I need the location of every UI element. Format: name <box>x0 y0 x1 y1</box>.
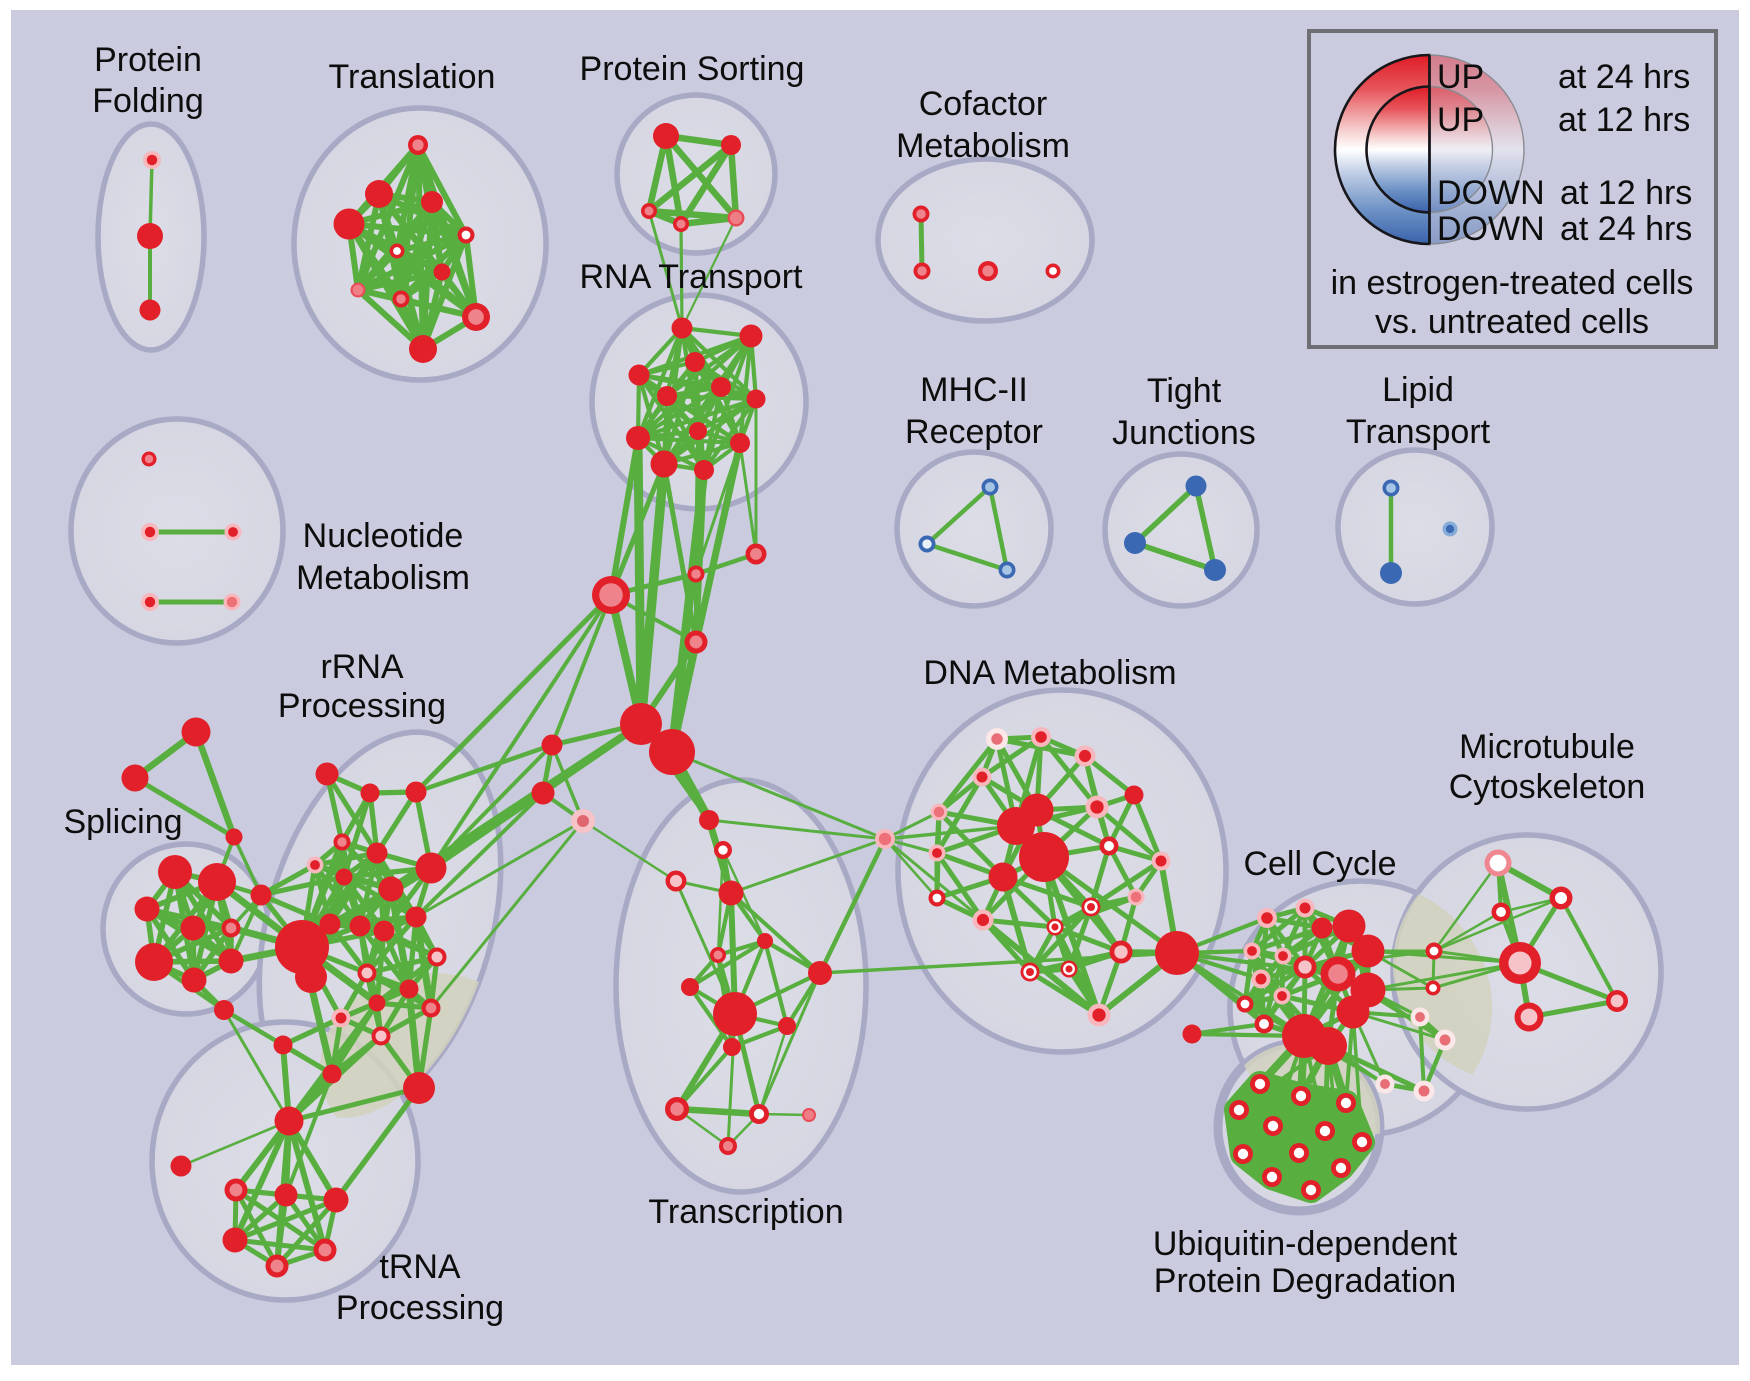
svg-text:at 12 hrs: at 12 hrs <box>1560 174 1692 212</box>
svg-text:Transcription: Transcription <box>648 1193 843 1231</box>
svg-text:Receptor: Receptor <box>905 413 1043 451</box>
svg-text:DOWN: DOWN <box>1437 210 1545 248</box>
svg-text:DOWN: DOWN <box>1437 174 1545 212</box>
svg-text:at 12 hrs: at 12 hrs <box>1558 101 1690 139</box>
svg-text:rRNA: rRNA <box>320 648 403 686</box>
svg-text:Cell Cycle: Cell Cycle <box>1243 845 1396 883</box>
svg-text:Processing: Processing <box>278 687 446 725</box>
svg-text:UP: UP <box>1437 101 1484 139</box>
svg-text:Ubiquitin-dependent: Ubiquitin-dependent <box>1153 1225 1458 1263</box>
svg-text:Transport: Transport <box>1346 413 1491 451</box>
svg-text:Microtubule: Microtubule <box>1459 728 1635 766</box>
svg-text:Translation: Translation <box>329 58 496 96</box>
svg-text:MHC-II: MHC-II <box>920 371 1028 409</box>
svg-text:Protein: Protein <box>94 41 202 79</box>
svg-text:vs. untreated cells: vs. untreated cells <box>1375 303 1649 341</box>
svg-text:Protein Sorting: Protein Sorting <box>580 50 805 88</box>
svg-text:DNA Metabolism: DNA Metabolism <box>923 654 1176 692</box>
svg-text:Splicing: Splicing <box>63 803 182 841</box>
svg-text:Junctions: Junctions <box>1112 414 1256 452</box>
svg-text:in estrogen-treated cells: in estrogen-treated cells <box>1331 264 1694 302</box>
svg-text:at 24 hrs: at 24 hrs <box>1560 210 1692 248</box>
svg-text:Processing: Processing <box>336 1289 504 1327</box>
svg-text:Nucleotide: Nucleotide <box>303 517 464 555</box>
svg-text:Tight: Tight <box>1147 372 1222 410</box>
svg-text:Metabolism: Metabolism <box>896 127 1070 165</box>
svg-text:Lipid: Lipid <box>1382 371 1454 409</box>
svg-text:RNA Transport: RNA Transport <box>580 258 804 296</box>
svg-text:Protein Degradation: Protein Degradation <box>1154 1262 1456 1300</box>
svg-text:Cytoskeleton: Cytoskeleton <box>1449 768 1646 806</box>
svg-text:UP: UP <box>1437 58 1484 96</box>
svg-text:Folding: Folding <box>92 82 204 120</box>
svg-text:at 24 hrs: at 24 hrs <box>1558 58 1690 96</box>
svg-text:Metabolism: Metabolism <box>296 559 470 597</box>
svg-text:Cofactor: Cofactor <box>919 85 1048 123</box>
svg-text:tRNA: tRNA <box>379 1248 461 1286</box>
